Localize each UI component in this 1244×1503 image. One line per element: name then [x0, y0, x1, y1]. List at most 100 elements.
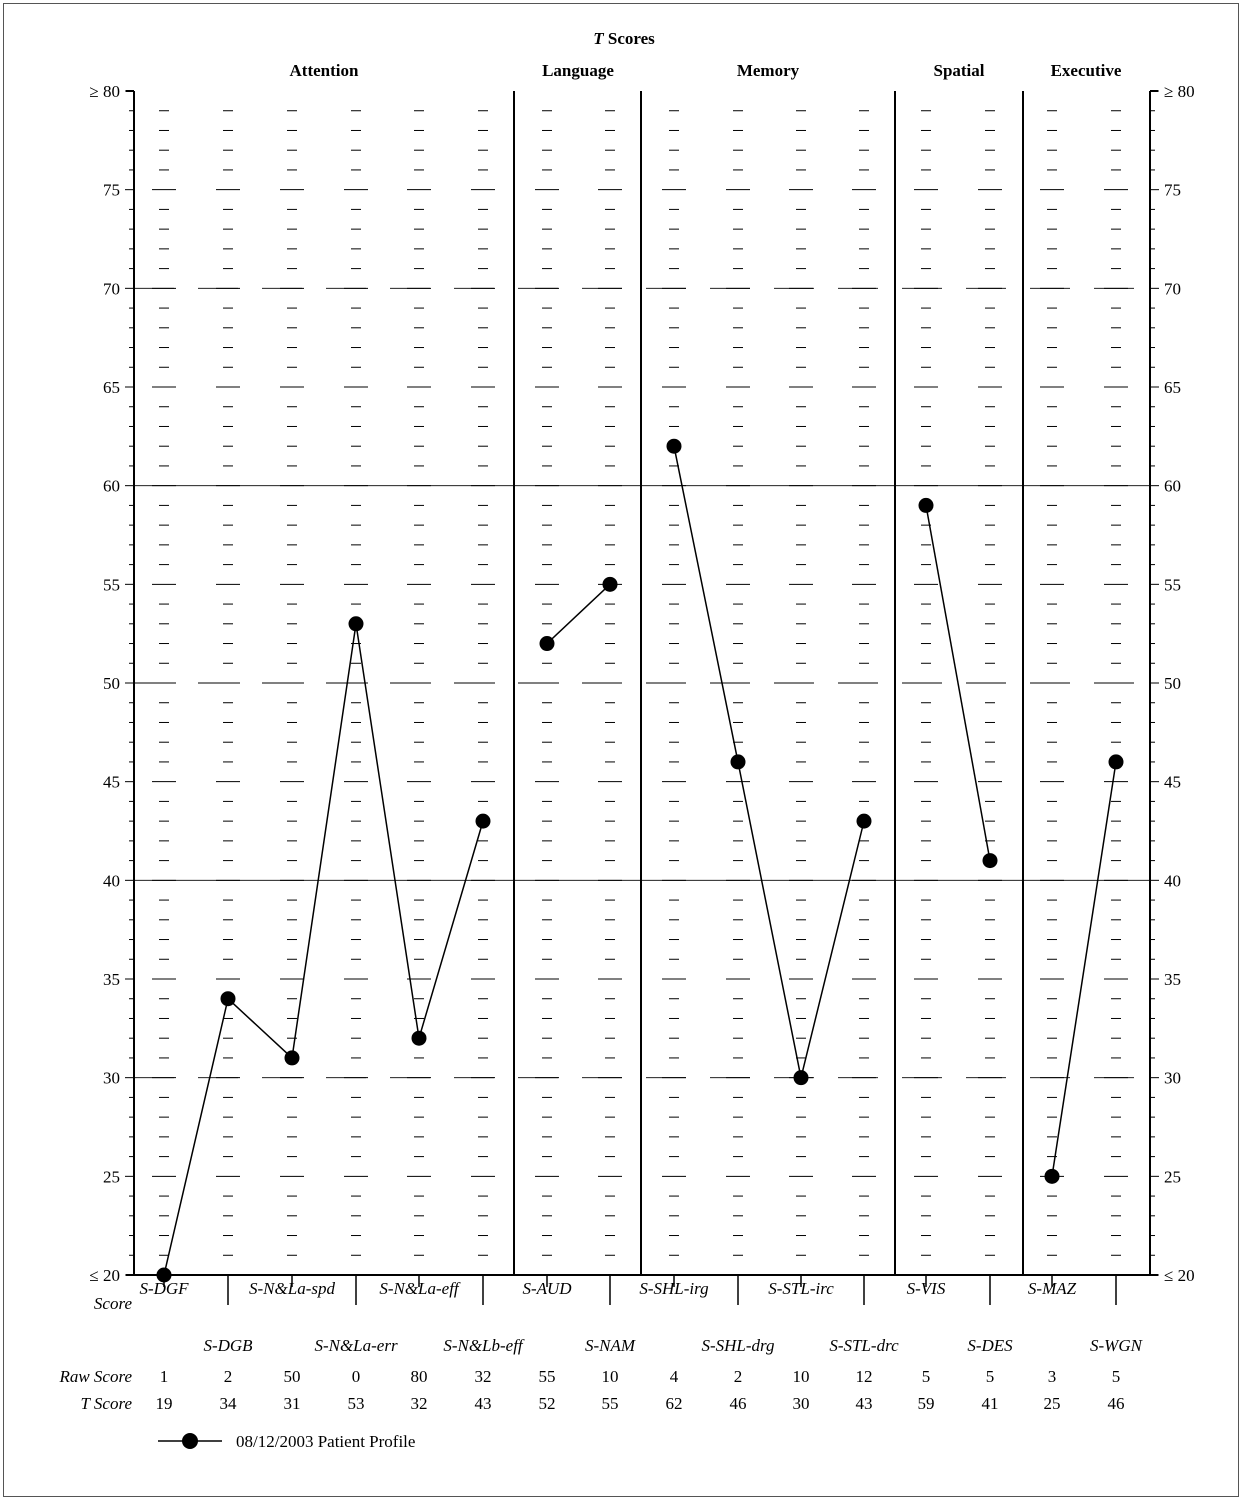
- domain-header: Language: [542, 61, 614, 80]
- y-tick-label-right: 65: [1164, 378, 1181, 397]
- legend: 08/12/2003 Patient Profile: [158, 1432, 415, 1451]
- raw-score-cell: 2: [734, 1367, 743, 1386]
- raw-score-cell: 5: [922, 1367, 931, 1386]
- data-point: [666, 438, 682, 454]
- t-score-cell: 46: [730, 1394, 747, 1413]
- test-name-label: S-DGB: [203, 1336, 253, 1355]
- test-name-label: S-MAZ: [1028, 1279, 1077, 1298]
- test-name-label: S-N&Lb-eff: [443, 1336, 525, 1355]
- data-point: [411, 1030, 427, 1046]
- legend-label: 08/12/2003 Patient Profile: [236, 1432, 415, 1451]
- test-name-label: S-N&La-err: [314, 1336, 398, 1355]
- y-tick-label-right: 40: [1164, 871, 1181, 890]
- t-score-cell: 32: [411, 1394, 428, 1413]
- raw-score-cell: 4: [670, 1367, 679, 1386]
- chart-frame: ≤ 20 ≤ 20 25 25 30 30 35 35 40 40 45 45 50 50 55 55 60 60…: [3, 3, 1239, 1497]
- y-tick-label-right: 25: [1164, 1167, 1181, 1186]
- row-label-t-score: T Score: [81, 1394, 133, 1413]
- raw-score-cell: 3: [1048, 1367, 1057, 1386]
- data-point: [730, 754, 746, 770]
- raw-score-cell: 2: [224, 1367, 233, 1386]
- series-line: [156, 438, 1124, 1283]
- t-score-cell: 53: [348, 1394, 365, 1413]
- series-segment: [673, 446, 865, 1078]
- raw-score-cell: 1: [160, 1367, 169, 1386]
- y-tick-label-left: 40: [103, 871, 120, 890]
- raw-score-cell: 50: [284, 1367, 301, 1386]
- raw-score-cell: 32: [475, 1367, 492, 1386]
- data-point: [156, 1267, 172, 1283]
- test-name-label: S-N&La-eff: [379, 1279, 461, 1298]
- t-score-cell: 25: [1044, 1394, 1061, 1413]
- raw-score-cell: 5: [986, 1367, 995, 1386]
- data-point: [539, 636, 555, 652]
- domain-headers: T Scores Attention Language Memory Spatial E…: [290, 29, 1122, 80]
- legend-marker: [182, 1433, 198, 1449]
- y-tick-label-left: 25: [103, 1167, 120, 1186]
- test-name-label: S-NAM: [585, 1336, 636, 1355]
- t-score-cell: 43: [856, 1394, 873, 1413]
- test-name-label: S-STL-drc: [829, 1336, 899, 1355]
- y-tick-label-left: 45: [103, 773, 120, 792]
- test-name-label: S-WGN: [1090, 1336, 1144, 1355]
- row-label-score: Score: [94, 1294, 133, 1313]
- y-tick-label-left: 75: [103, 181, 120, 200]
- test-name-label: S-N&La-spd: [249, 1279, 335, 1298]
- t-score-cell: 41: [982, 1394, 999, 1413]
- y-tick-label-left: 35: [103, 970, 120, 989]
- y-tick-label-left: 55: [103, 575, 120, 594]
- domain-header: Memory: [737, 61, 800, 80]
- y-tick-label-left: 70: [103, 279, 120, 298]
- domain-dividers: [513, 91, 1024, 1275]
- series-segment: [163, 623, 484, 1276]
- domain-header: Attention: [290, 61, 359, 80]
- raw-score-cell: 55: [539, 1367, 556, 1386]
- test-name-label: S-VIS: [907, 1279, 946, 1298]
- test-name-label: S-SHL-drg: [701, 1336, 774, 1355]
- data-point: [856, 813, 872, 829]
- raw-score-cell: 10: [602, 1367, 619, 1386]
- raw-score-cell: 80: [411, 1367, 428, 1386]
- data-point: [475, 813, 491, 829]
- y-tick-label-right: 45: [1164, 773, 1181, 792]
- y-tick-label-left: 60: [103, 477, 120, 496]
- y-tick-label-right: 30: [1164, 1069, 1181, 1088]
- y-tick-label-left: ≤ 20: [89, 1266, 120, 1285]
- data-point: [284, 1050, 300, 1066]
- test-name-label: S-STL-irc: [768, 1279, 834, 1298]
- test-name-label: S-AUD: [522, 1279, 572, 1298]
- t-score-cell: 19: [156, 1394, 173, 1413]
- data-point: [918, 497, 934, 513]
- t-score-cell: 30: [793, 1394, 810, 1413]
- y-tick-label-left: ≥ 80: [89, 82, 120, 101]
- test-name-label: S-SHL-irg: [639, 1279, 708, 1298]
- title-text: Scores: [608, 29, 655, 48]
- data-point: [793, 1070, 809, 1086]
- series-segment: [1051, 761, 1117, 1177]
- row-label-raw-score: Raw Score: [58, 1367, 132, 1386]
- raw-score-cell: 10: [793, 1367, 810, 1386]
- data-point: [348, 616, 364, 632]
- raw-score-cell: 5: [1112, 1367, 1121, 1386]
- data-point: [602, 576, 618, 592]
- axes: [125, 90, 1159, 1305]
- y-tick-label-right: 35: [1164, 970, 1181, 989]
- series-segment: [546, 583, 611, 645]
- y-tick-label-left: 30: [103, 1069, 120, 1088]
- bottom-table: Score Raw Score T Score S-DGF119S-DGB234…: [58, 1279, 1143, 1413]
- y-tick-label-right: 75: [1164, 181, 1181, 200]
- t-score-cell: 52: [539, 1394, 556, 1413]
- y-tick-label-right: 60: [1164, 477, 1181, 496]
- domain-header: Executive: [1051, 61, 1122, 80]
- t-score-cell: 31: [284, 1394, 301, 1413]
- raw-score-cell: 12: [856, 1367, 873, 1386]
- t-score-cell: 34: [220, 1394, 238, 1413]
- t-score-cell: 59: [918, 1394, 935, 1413]
- y-tick-label-right: 55: [1164, 575, 1181, 594]
- y-tick-label-left: 65: [103, 378, 120, 397]
- title-prefix: T: [593, 29, 604, 48]
- raw-score-cell: 0: [352, 1367, 361, 1386]
- y-tick-labels: ≤ 20 ≤ 20 25 25 30 30 35 35 40 40 45 45 50 50 55 55 60 60…: [89, 82, 1194, 1285]
- y-tick-label-right: 50: [1164, 674, 1181, 693]
